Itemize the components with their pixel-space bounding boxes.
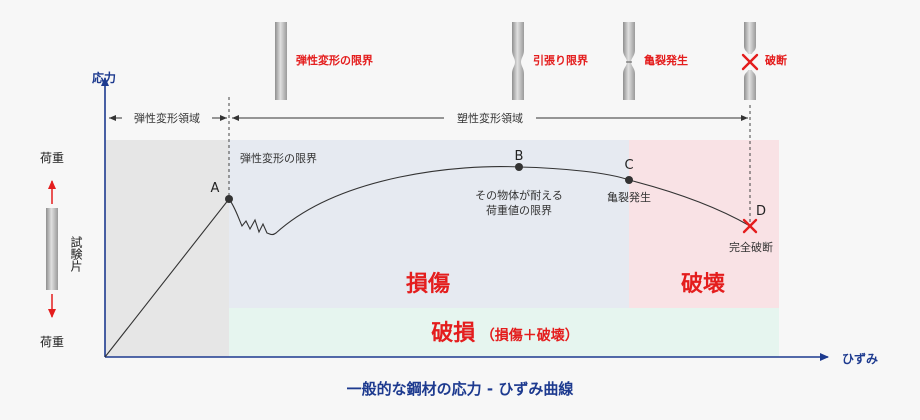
fracture-cross-icon: [741, 53, 759, 71]
point-b-note-line2: 荷重値の限界: [486, 203, 552, 217]
breakage-zone-label: 破損 （損傷＋破壊）: [431, 320, 579, 346]
destruction-zone-label: 破壊: [681, 271, 726, 297]
elastic-zone: [105, 140, 229, 357]
stage-elastic-limit-label: 弾性変形の限界: [296, 53, 373, 67]
breakage-detail: （損傷＋破壊）: [481, 327, 579, 344]
specimen-label: 試験片: [69, 235, 83, 272]
stage-elastic-limit: 弾性変形の限界: [275, 22, 373, 100]
specimen-straight-icon: [275, 22, 287, 100]
load-top-label: 荷重: [40, 151, 64, 165]
stage-crack-initiation-label: 亀裂発生: [644, 53, 688, 67]
stage-crack-initiation: 亀裂発生: [623, 22, 688, 100]
elastic-range-label-bg: [122, 110, 212, 126]
elastic-range-label: 弾性変形領域: [134, 111, 200, 125]
diagram-title: 一般的な鋼材の応力 - ひずみ曲線: [347, 380, 574, 398]
breakage-label: 破損: [431, 320, 476, 346]
point-d-note: 完全破断: [729, 240, 773, 254]
point-a-marker: [225, 195, 233, 203]
point-d-cross-icon: [742, 218, 758, 234]
point-a-name: A: [211, 181, 220, 196]
point-b-marker: [515, 163, 523, 171]
specimen-necking-icon: [512, 22, 524, 100]
point-b-name: B: [515, 149, 524, 164]
plastic-range-label-bg: [444, 110, 536, 126]
y-axis-label: 応力: [92, 70, 116, 85]
specimen-fractured-bottom-icon: [744, 70, 756, 100]
stage-tensile-limit: 引張り限界: [512, 22, 588, 100]
stage-fracture-label: 破断: [765, 53, 787, 67]
damage-zone-label: 損傷: [406, 271, 450, 297]
point-a-note: 弾性変形の限界: [240, 151, 317, 165]
plastic-range-label: 塑性変形領域: [457, 111, 523, 125]
point-c-note: 亀裂発生: [607, 190, 651, 204]
test-specimen-icon: [46, 208, 58, 290]
point-d-name: D: [756, 204, 766, 219]
stage-fracture: 破断: [741, 22, 787, 100]
stage-tensile-limit-label: 引張り限界: [533, 53, 588, 67]
specimen-fractured-top-icon: [744, 22, 756, 54]
breakage-zone: [229, 308, 779, 357]
stress-strain-curve: [104, 166, 751, 358]
specimen-cracked-icon: [623, 22, 635, 100]
destruction-zone: [629, 140, 779, 308]
damage-zone: [229, 140, 629, 308]
load-bottom-label: 荷重: [40, 335, 64, 349]
point-c-marker: [625, 176, 633, 184]
point-c-name: C: [624, 158, 633, 173]
x-axis-label: ひずみ: [842, 351, 878, 366]
point-b-note-line1: その物体が耐える: [475, 188, 563, 202]
